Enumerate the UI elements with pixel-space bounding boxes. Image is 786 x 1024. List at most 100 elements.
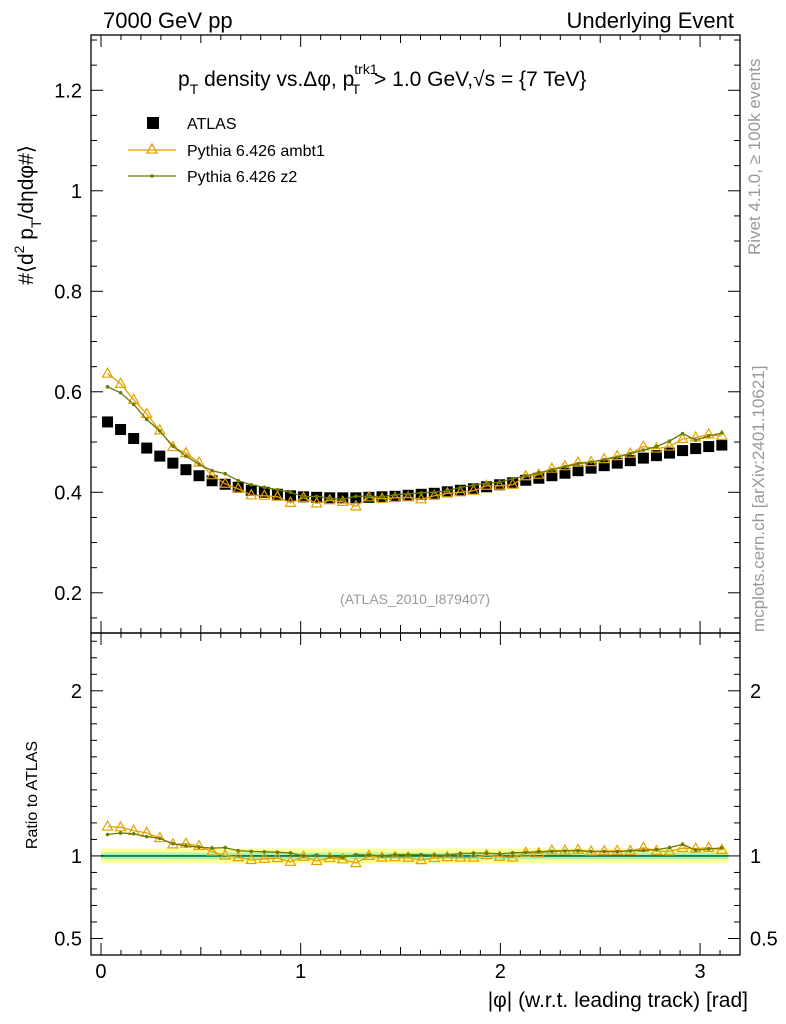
ratio-point-pythia-6-426-ambt1 (467, 850, 480, 862)
ratio-point-pythia-6-426-z2 (706, 847, 711, 851)
data-point-pythia-6-426-ambt1 (611, 449, 624, 461)
ratio-point-pythia-6-426-ambt1 (389, 850, 402, 862)
data-point-atlas (180, 464, 192, 476)
data-point-atlas (467, 483, 479, 495)
ratio-point-pythia-6-426-z2 (301, 854, 306, 858)
data-point-pythia-6-426-z2 (576, 461, 580, 466)
analysis-watermark: (ATLAS_2010_I879407) (340, 591, 490, 607)
data-point-pythia-6-426-ambt1 (454, 485, 467, 497)
ratio-point-pythia-6-426-z2 (171, 841, 175, 846)
data-point-pythia-6-426-ambt1 (402, 490, 415, 502)
data-point-pythia-6-426-z2 (340, 497, 345, 502)
ratio-point-pythia-6-426-ambt1 (493, 849, 506, 861)
data-point-pythia-6-426-ambt1 (271, 490, 284, 501)
data-point-pythia-6-426-z2 (667, 439, 672, 443)
data-point-pythia-6-426-z2 (105, 384, 110, 389)
ratio-point-pythia-6-426-ambt1 (702, 841, 715, 852)
ratio-point-pythia-6-426-ambt1 (624, 844, 637, 856)
data-point-pythia-6-426-ambt1 (192, 455, 206, 467)
ratio-point-pythia-6-426-z2 (576, 848, 580, 853)
data-point-pythia-6-426-ambt1 (558, 459, 571, 471)
ratio-point-pythia-6-426-z2 (654, 847, 659, 852)
ratio-point-pythia-6-426-z2 (523, 850, 528, 855)
ratio-point-pythia-6-426-z2 (615, 849, 620, 854)
data-point-pythia-6-426-z2 (118, 390, 123, 395)
data-point-pythia-6-426-ambt1 (140, 407, 153, 419)
ratio-point-pythia-6-426-ambt1 (245, 853, 258, 865)
chart-title: pT density vs.Δφ, ptrk1 T > 1.0 GeV,√s = … (178, 61, 586, 97)
data-point-pythia-6-426-ambt1 (598, 452, 611, 464)
data-point-pythia-6-426-z2 (706, 434, 711, 438)
data-point-pythia-6-426-ambt1 (232, 482, 245, 493)
ratio-y-axis-label: Ratio to ATLAS (24, 741, 41, 849)
data-point-pythia-6-426-ambt1 (336, 495, 349, 506)
data-point-pythia-6-426-z2 (419, 490, 423, 495)
ratio-line-pythia-6-426-z2 (107, 832, 722, 858)
ratio-point-pythia-6-426-z2 (550, 849, 554, 854)
legend-marker-z2 (150, 174, 154, 178)
data-point-pythia-6-426-ambt1 (284, 496, 297, 507)
ratio-point-pythia-6-426-ambt1 (114, 820, 127, 832)
data-point-pythia-6-426-ambt1 (428, 489, 441, 500)
ratio-point-pythia-6-426-ambt1 (415, 853, 428, 865)
data-point-pythia-6-426-ambt1 (310, 496, 323, 508)
legend: ATLAS Pythia 6.426 ambt1 Pythia 6.426 z2 (128, 116, 325, 186)
ratio-point-pythia-6-426-z2 (445, 853, 450, 857)
ratio-point-pythia-6-426-z2 (628, 849, 633, 853)
ratio-point-pythia-6-426-ambt1 (572, 843, 585, 855)
ratio-tick-label: 1 (71, 846, 82, 868)
ratio-point-pythia-6-426-z2 (458, 851, 463, 856)
ratio-point-pythia-6-426-ambt1 (375, 850, 389, 862)
ratio-point-pythia-6-426-z2 (510, 850, 515, 855)
data-point-pythia-6-426-z2 (602, 457, 606, 462)
data-point-pythia-6-426-ambt1 (506, 478, 519, 489)
data-point-pythia-6-426-ambt1 (219, 477, 232, 488)
ratio-point-pythia-6-426-ambt1 (153, 831, 166, 843)
data-point-atlas (284, 490, 296, 502)
ratio-point-pythia-6-426-ambt1 (258, 852, 271, 863)
data-point-pythia-6-426-z2 (432, 490, 437, 495)
data-point-pythia-6-426-ambt1 (676, 432, 689, 444)
ratio-point-pythia-6-426-z2 (249, 849, 254, 854)
ratio-point-pythia-6-426-z2 (118, 831, 123, 835)
ratio-point-pythia-6-426-z2 (157, 836, 162, 841)
data-point-atlas (494, 479, 506, 491)
data-point-pythia-6-426-z2 (693, 438, 698, 442)
data-point-pythia-6-426-z2 (171, 444, 175, 448)
ratio-point-pythia-6-426-z2 (327, 854, 332, 859)
data-point-atlas (650, 450, 662, 462)
ratio-point-pythia-6-426-ambt1 (663, 844, 676, 856)
ratio-point-pythia-6-426-ambt1 (271, 851, 284, 863)
data-point-pythia-6-426-z2 (301, 495, 306, 499)
data-point-pythia-6-426-z2 (550, 467, 554, 472)
process-label: Underlying Event (566, 8, 734, 33)
ratio-point-pythia-6-426-z2 (563, 849, 567, 853)
ratio-tick-label-right: 0.5 (750, 928, 778, 950)
ratio-point-pythia-6-426-z2 (197, 845, 201, 849)
ratio-point-pythia-6-426-ambt1 (558, 843, 571, 855)
data-point-pythia-6-426-z2 (210, 468, 214, 473)
data-point-pythia-6-426-ambt1 (467, 484, 480, 495)
data-point-pythia-6-426-z2 (327, 496, 332, 501)
ratio-point-pythia-6-426-ambt1 (428, 851, 441, 863)
legend-marker-ambt1 (145, 142, 159, 154)
ratio-tick-label: 0.5 (54, 928, 82, 950)
ratio-point-pythia-6-426-z2 (641, 848, 646, 853)
data-point-pythia-6-426-z2 (720, 431, 724, 435)
ratio-point-pythia-6-426-ambt1 (310, 854, 323, 866)
ratio-tick-label-right: 2 (750, 681, 761, 703)
energy-label: 7000 GeV pp (103, 8, 233, 33)
ratio-point-pythia-6-426-ambt1 (676, 841, 689, 853)
ratio-point-pythia-6-426-z2 (602, 849, 606, 854)
data-point-pythia-6-426-ambt1 (415, 492, 428, 504)
ratio-point-pythia-6-426-z2 (720, 846, 724, 850)
data-point-pythia-6-426-z2 (471, 483, 476, 488)
data-point-atlas (115, 423, 127, 435)
data-point-atlas (546, 470, 558, 482)
ratio-point-pythia-6-426-ambt1 (101, 819, 114, 831)
data-point-atlas (154, 450, 166, 462)
data-point-pythia-6-426-ambt1 (206, 468, 219, 480)
data-point-pythia-6-426-z2 (510, 476, 515, 481)
data-point-pythia-6-426-ambt1 (349, 499, 362, 511)
